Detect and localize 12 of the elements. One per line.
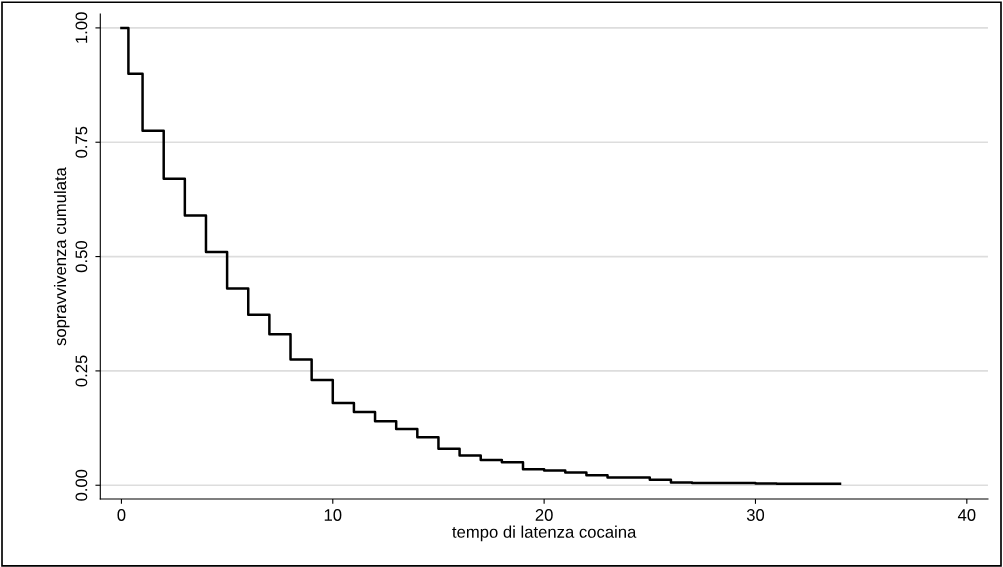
x-tick-label: 10 [324,509,342,521]
y-tick-label: 0.25 [75,355,88,387]
x-tick-label: 20 [535,509,553,521]
y-tick-label: 0.50 [75,241,88,273]
x-tick-label: 0 [117,509,126,521]
y-tick-label: 1.00 [75,12,88,43]
y-axis-title: sopravvivenza cumulata [53,167,70,346]
y-tick-label: 0.75 [75,126,88,158]
x-tick-label: 30 [746,509,765,521]
x-axis-title: tempo di latenza cocaina [452,525,637,542]
y-tick-label: 0.00 [75,469,88,501]
x-tick-label: 40 [957,509,976,521]
